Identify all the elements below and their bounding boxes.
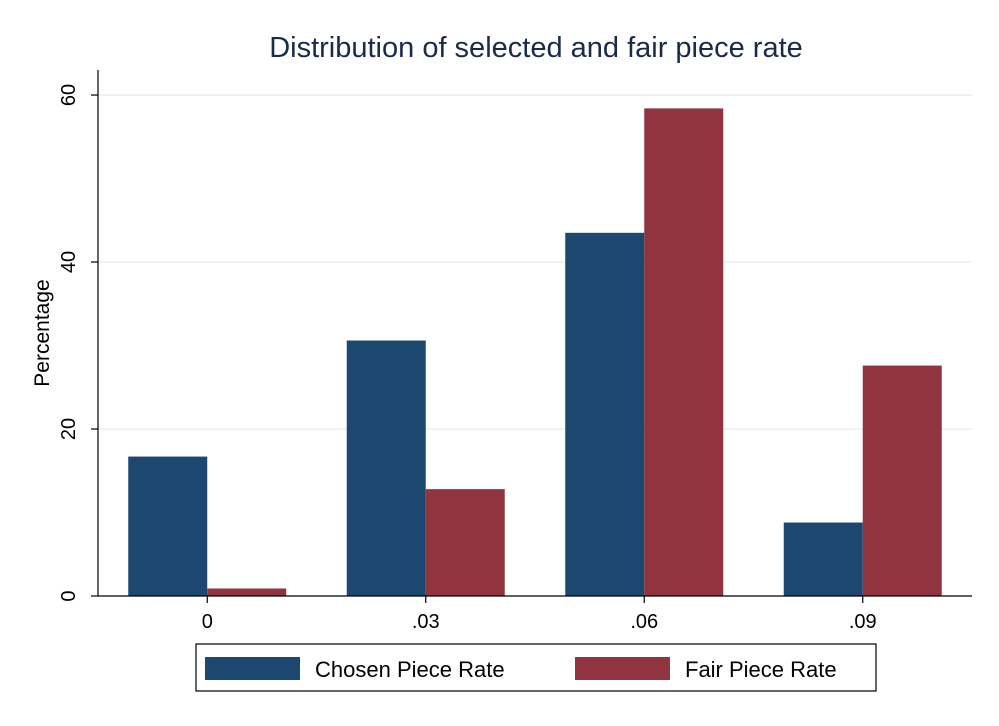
bar (862, 365, 942, 596)
x-tick-label: 0 (202, 611, 213, 633)
y-tick-label: 20 (58, 418, 80, 440)
x-ticks: 0 .03 .06 .09 (202, 596, 877, 633)
x-tick-label: .09 (849, 611, 877, 633)
legend-label: Chosen Piece Rate (315, 657, 505, 682)
legend-swatch (205, 657, 300, 680)
bar (128, 456, 208, 596)
y-tick-label: 60 (58, 84, 80, 106)
y-tick-label: 0 (58, 590, 80, 601)
bar (565, 232, 645, 597)
bar (783, 522, 863, 596)
legend-swatch (575, 657, 670, 680)
legend-label: Fair Piece Rate (685, 657, 837, 682)
bar (207, 588, 287, 596)
y-ticks: 0 20 40 60 (58, 84, 98, 602)
y-tick-label: 40 (58, 251, 80, 273)
x-tick-label: .03 (412, 611, 440, 633)
x-tick-label: .06 (630, 611, 658, 633)
legend-box (195, 643, 877, 692)
bar (346, 340, 426, 596)
legend: Chosen Piece Rate Fair Piece Rate (195, 643, 877, 692)
bar (644, 108, 724, 597)
bar (425, 489, 505, 596)
bars (128, 108, 942, 597)
chart-title: Distribution of selected and fair piece … (269, 32, 803, 64)
gridlines (98, 94, 972, 430)
y-axis-label: Percentage (31, 279, 54, 386)
